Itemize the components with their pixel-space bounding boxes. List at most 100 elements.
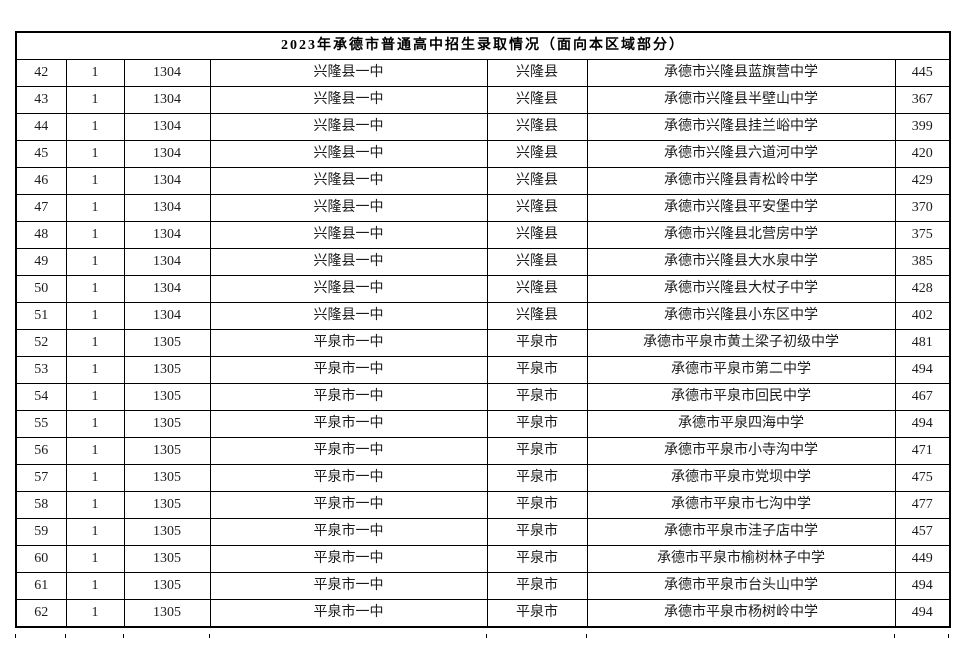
cell-score: 367 <box>894 86 951 114</box>
cell-score: 475 <box>894 464 951 492</box>
table-row: 49 1 1304 兴隆县一中 兴隆县 承德市兴隆县大水泉中学 385 <box>15 248 951 276</box>
cell-district: 平泉市 <box>486 518 588 546</box>
table-row: 60 1 1305 平泉市一中 平泉市 承德市平泉市榆树林子中学 449 <box>15 545 951 573</box>
cell-row-number: 57 <box>15 464 67 492</box>
table-row: 47 1 1304 兴隆县一中 兴隆县 承德市兴隆县平安堡中学 370 <box>15 194 951 222</box>
cell-school-name: 兴隆县一中 <box>209 194 488 222</box>
cell-middle-school: 承德市平泉市台头山中学 <box>586 572 896 600</box>
cell-school-name: 平泉市一中 <box>209 572 488 600</box>
cell-batch: 1 <box>65 383 125 411</box>
cell-row-number: 59 <box>15 518 67 546</box>
cell-middle-school: 承德市兴隆县大水泉中学 <box>586 248 896 276</box>
cell-middle-school: 承德市兴隆县平安堡中学 <box>586 194 896 222</box>
cell-middle-school: 承德市兴隆县半壁山中学 <box>586 86 896 114</box>
cell-school-code: 1305 <box>123 545 211 573</box>
cell-row-number: 43 <box>15 86 67 114</box>
cell-district: 兴隆县 <box>486 140 588 168</box>
cell-school-code: 1304 <box>123 248 211 276</box>
cell-score: 494 <box>894 599 951 628</box>
cell-row-number: 54 <box>15 383 67 411</box>
cell-row-number: 42 <box>15 59 67 87</box>
cell-district: 兴隆县 <box>486 167 588 195</box>
cell-row-number: 55 <box>15 410 67 438</box>
cell-school-name: 兴隆县一中 <box>209 113 488 141</box>
cell-batch: 1 <box>65 59 125 87</box>
grid-tail-line <box>15 634 16 638</box>
table-row: 50 1 1304 兴隆县一中 兴隆县 承德市兴隆县大杖子中学 428 <box>15 275 951 303</box>
cell-row-number: 50 <box>15 275 67 303</box>
cell-district: 平泉市 <box>486 410 588 438</box>
cell-school-name: 兴隆县一中 <box>209 275 488 303</box>
cell-school-name: 兴隆县一中 <box>209 86 488 114</box>
cell-school-code: 1305 <box>123 383 211 411</box>
cell-school-code: 1305 <box>123 437 211 465</box>
cell-district: 兴隆县 <box>486 221 588 249</box>
cell-district: 兴隆县 <box>486 248 588 276</box>
cell-district: 兴隆县 <box>486 302 588 330</box>
grid-tail-line <box>123 634 124 638</box>
cell-row-number: 58 <box>15 491 67 519</box>
cell-school-code: 1305 <box>123 572 211 600</box>
cell-batch: 1 <box>65 437 125 465</box>
cell-score: 429 <box>894 167 951 195</box>
cell-score: 467 <box>894 383 951 411</box>
cell-school-name: 平泉市一中 <box>209 356 488 384</box>
cell-score: 399 <box>894 113 951 141</box>
cell-school-name: 平泉市一中 <box>209 329 488 357</box>
table-row: 56 1 1305 平泉市一中 平泉市 承德市平泉市小寺沟中学 471 <box>15 437 951 465</box>
cell-score: 481 <box>894 329 951 357</box>
grid-tail-line <box>209 634 210 638</box>
cell-middle-school: 承德市兴隆县青松岭中学 <box>586 167 896 195</box>
cell-row-number: 51 <box>15 302 67 330</box>
table-row: 45 1 1304 兴隆县一中 兴隆县 承德市兴隆县六道河中学 420 <box>15 140 951 168</box>
cell-middle-school: 承德市平泉市小寺沟中学 <box>586 437 896 465</box>
cell-district: 平泉市 <box>486 383 588 411</box>
cell-district: 平泉市 <box>486 491 588 519</box>
title-row: 2023年承德市普通高中招生录取情况（面向本区域部分） <box>15 31 951 60</box>
cell-district: 平泉市 <box>486 572 588 600</box>
table-row: 57 1 1305 平泉市一中 平泉市 承德市平泉市党坝中学 475 <box>15 464 951 492</box>
cell-district: 平泉市 <box>486 356 588 384</box>
cell-score: 477 <box>894 491 951 519</box>
cell-score: 428 <box>894 275 951 303</box>
cell-school-code: 1305 <box>123 410 211 438</box>
table-row: 43 1 1304 兴隆县一中 兴隆县 承德市兴隆县半壁山中学 367 <box>15 86 951 114</box>
cell-middle-school: 承德市兴隆县小东区中学 <box>586 302 896 330</box>
grid-tail-line <box>586 634 587 638</box>
grid-tail-line <box>948 634 949 638</box>
cell-school-code: 1305 <box>123 599 211 628</box>
cell-middle-school: 承德市平泉市七沟中学 <box>586 491 896 519</box>
table-row: 53 1 1305 平泉市一中 平泉市 承德市平泉市第二中学 494 <box>15 356 951 384</box>
cell-school-code: 1304 <box>123 275 211 303</box>
cell-school-name: 平泉市一中 <box>209 599 488 628</box>
cell-batch: 1 <box>65 113 125 141</box>
cell-score: 420 <box>894 140 951 168</box>
cell-score: 449 <box>894 545 951 573</box>
table-row: 48 1 1304 兴隆县一中 兴隆县 承德市兴隆县北营房中学 375 <box>15 221 951 249</box>
cell-school-name: 平泉市一中 <box>209 518 488 546</box>
cell-batch: 1 <box>65 167 125 195</box>
cell-district: 平泉市 <box>486 437 588 465</box>
cell-batch: 1 <box>65 491 125 519</box>
cell-district: 兴隆县 <box>486 194 588 222</box>
table-row: 58 1 1305 平泉市一中 平泉市 承德市平泉市七沟中学 477 <box>15 491 951 519</box>
cell-school-code: 1304 <box>123 302 211 330</box>
cell-school-code: 1304 <box>123 86 211 114</box>
cell-middle-school: 承德市兴隆县北营房中学 <box>586 221 896 249</box>
cell-middle-school: 承德市平泉市党坝中学 <box>586 464 896 492</box>
cell-score: 471 <box>894 437 951 465</box>
cell-school-name: 平泉市一中 <box>209 464 488 492</box>
cell-score: 375 <box>894 221 951 249</box>
cell-batch: 1 <box>65 194 125 222</box>
cell-batch: 1 <box>65 464 125 492</box>
admission-table-sheet: 2023年承德市普通高中招生录取情况（面向本区域部分） 42 1 1304 兴隆… <box>15 31 951 628</box>
table-row: 62 1 1305 平泉市一中 平泉市 承德市平泉市杨树岭中学 494 <box>15 599 951 628</box>
cell-middle-school: 承德市平泉市榆树林子中学 <box>586 545 896 573</box>
cell-batch: 1 <box>65 248 125 276</box>
cell-row-number: 52 <box>15 329 67 357</box>
cell-school-code: 1305 <box>123 329 211 357</box>
table-body: 2023年承德市普通高中招生录取情况（面向本区域部分） 42 1 1304 兴隆… <box>15 31 951 628</box>
table-row: 46 1 1304 兴隆县一中 兴隆县 承德市兴隆县青松岭中学 429 <box>15 167 951 195</box>
cell-middle-school: 承德市平泉市杨树岭中学 <box>586 599 896 628</box>
cell-school-name: 兴隆县一中 <box>209 167 488 195</box>
